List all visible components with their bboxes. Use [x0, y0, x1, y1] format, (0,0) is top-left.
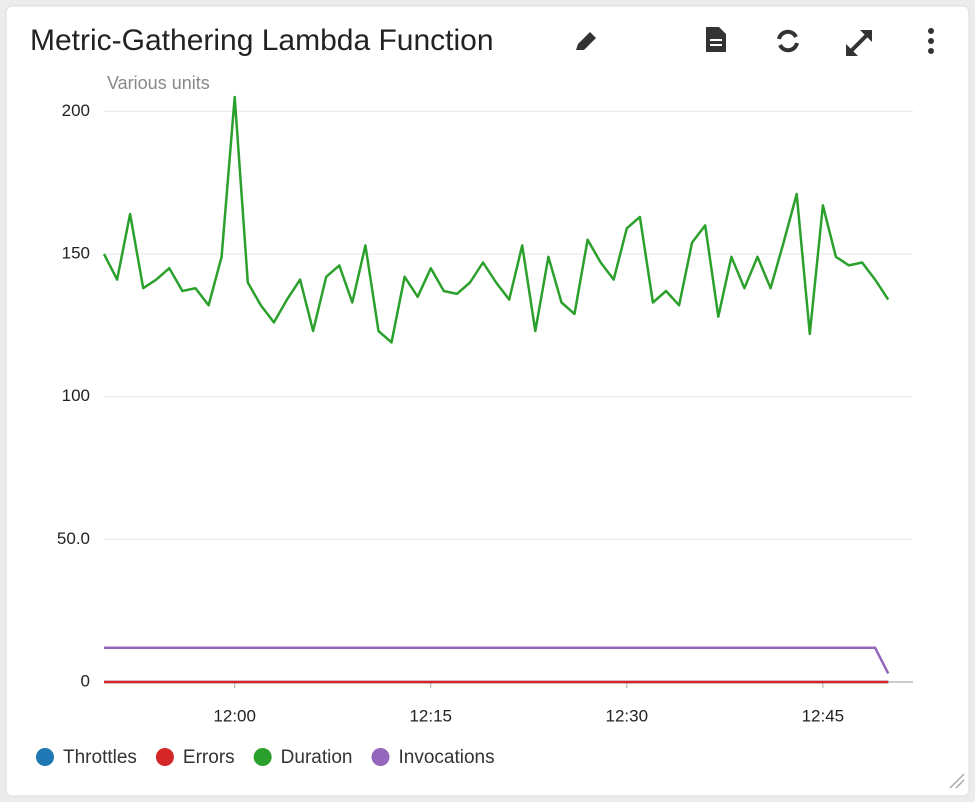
legend-label: Errors — [183, 747, 235, 768]
y-tick-label: 50.0 — [57, 529, 90, 548]
export-icon[interactable] — [706, 27, 726, 52]
y-axis-label: Various units — [107, 73, 210, 93]
edit-icon[interactable] — [576, 32, 596, 50]
refresh-icon[interactable] — [777, 29, 799, 53]
y-tick-label: 150 — [62, 243, 90, 262]
legend-swatch — [253, 748, 272, 766]
series-line — [104, 646, 890, 674]
chart-title: Metric-Gathering Lambda Function — [30, 24, 494, 57]
y-tick-label: 200 — [62, 101, 90, 120]
x-tick-label: 12:45 — [802, 706, 845, 725]
expand-icon[interactable] — [846, 30, 872, 56]
panel — [5, 5, 970, 797]
legend-label: Throttles — [63, 747, 137, 768]
x-tick-label: 12:00 — [213, 706, 256, 725]
menu-icon[interactable] — [928, 28, 934, 54]
y-tick-label: 0 — [81, 671, 90, 690]
legend-label: Invocations — [398, 747, 494, 768]
x-tick-label: 12:30 — [606, 706, 649, 725]
y-tick-label: 100 — [62, 386, 90, 405]
series-line — [102, 95, 890, 344]
legend-label: Duration — [281, 747, 353, 768]
x-tick-label: 12:15 — [409, 706, 452, 725]
resize-handle[interactable] — [949, 773, 965, 789]
legend-swatch — [36, 748, 54, 766]
legend-swatch — [155, 748, 174, 766]
legend-swatch — [371, 748, 390, 766]
